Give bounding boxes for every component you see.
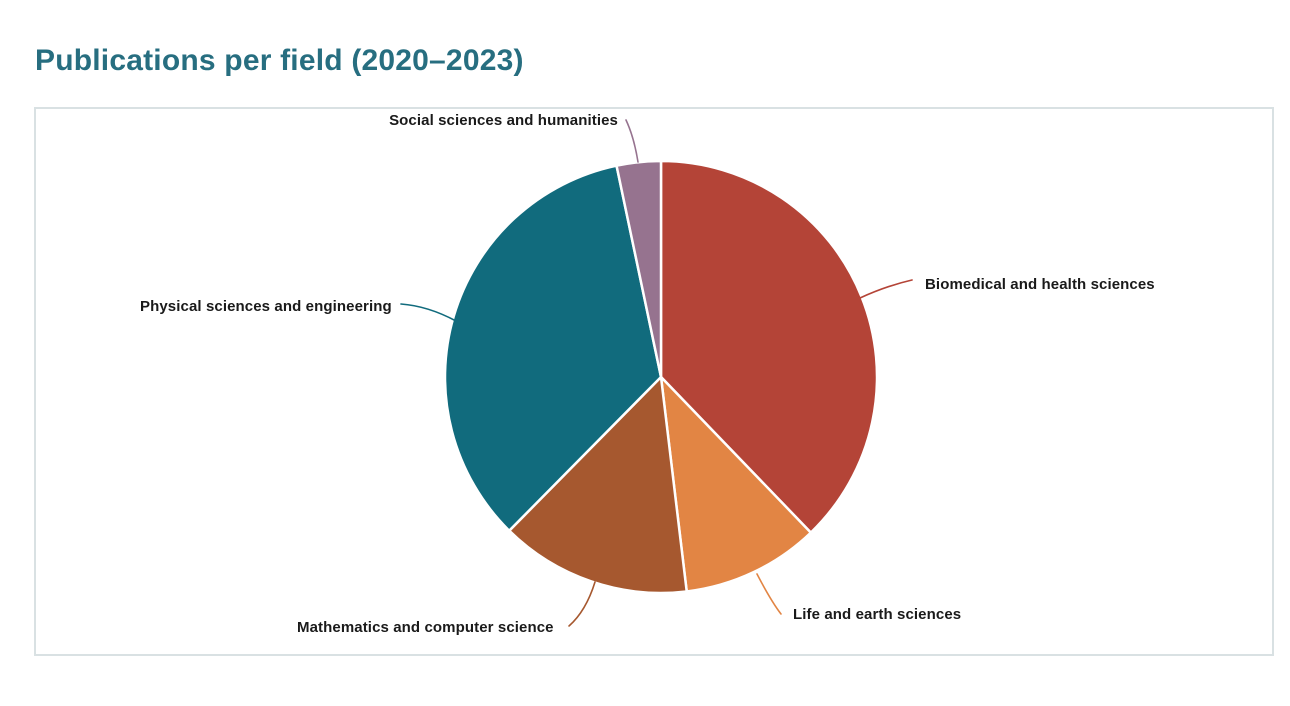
slice-label-biomedical-and-health-sciences: Biomedical and health sciences [925, 276, 1155, 293]
pie-slice-biomedical-and-health-sciences [659, 159, 879, 534]
leader-line-biomedical [859, 279, 913, 299]
pie-slice-mathematics-and-computer-science [507, 375, 688, 595]
pie-slice-life-and-earth-sciences [659, 375, 813, 593]
slice-label-life-and-earth-sciences: Life and earth sciences [793, 606, 962, 623]
leader-line-life-earth [756, 573, 782, 615]
slice-label-mathematics-and-computer-science: Mathematics and computer science [297, 619, 554, 636]
pie-slice-physical-sciences-and-engineering [443, 164, 663, 532]
leader-lines-group [400, 119, 913, 627]
page-title: Publications per field (2020–2023) [35, 44, 524, 77]
pie-slices-group [443, 159, 879, 595]
leader-line-physical [400, 303, 457, 322]
leader-line-social [625, 119, 639, 163]
slice-label-social-sciences-and-humanities: Social sciences and humanities [389, 112, 618, 129]
leader-line-mathematics [568, 581, 596, 627]
slice-label-physical-sciences-and-engineering: Physical sciences and engineering [140, 298, 392, 315]
